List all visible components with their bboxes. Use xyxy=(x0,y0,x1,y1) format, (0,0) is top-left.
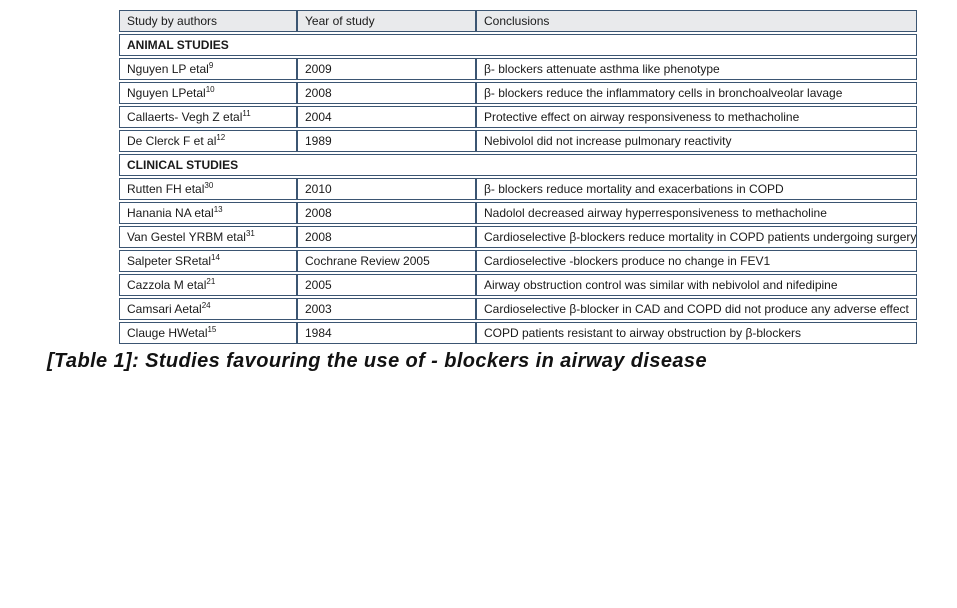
conclusion-cell: β- blockers reduce the inflammatory cell… xyxy=(476,82,917,104)
reference-superscript: 13 xyxy=(213,204,223,214)
table-row: Clauge HWetal15 1984 COPD patients resista… xyxy=(119,322,917,344)
year-cell: 2008 xyxy=(297,82,476,104)
table-row: De Clerck F et al12 1989 Nebivolol did not… xyxy=(119,130,917,152)
table-row: Van Gestel YRBM etal31 2008 Cardioselectiv… xyxy=(119,226,917,248)
author-cell: Camsari Aetal24 xyxy=(119,298,297,320)
conclusion-cell: Cardioselective β-blocker in CAD and COP… xyxy=(476,298,917,320)
author-name: Clauge HWetal xyxy=(127,325,208,340)
reference-superscript: 15 xyxy=(207,324,217,334)
table-row: Camsari Aetal24 2003 Cardioselective β-blo… xyxy=(119,298,917,320)
section-title: CLINICAL STUDIES xyxy=(119,154,917,176)
column-header-conclusions: Conclusions xyxy=(476,10,917,32)
reference-superscript: 11 xyxy=(242,108,251,118)
author-name: Nguyen LP etal xyxy=(127,61,209,76)
table-body: ANIMAL STUDIES Nguyen LP etal9 2009 β- bloc… xyxy=(119,34,917,344)
conclusion-cell: Cardioselective β-blockers reduce mortal… xyxy=(476,226,917,248)
table-caption: [Table 1]: Studies favouring the use of … xyxy=(47,350,707,372)
conclusion-cell: Cardioselective -blockers produce no cha… xyxy=(476,250,917,272)
reference-superscript: 30 xyxy=(204,180,214,190)
reference-superscript: 10 xyxy=(205,84,215,94)
author-cell: De Clerck F et al12 xyxy=(119,130,297,152)
author-cell: Nguyen LP etal9 xyxy=(119,58,297,80)
author-name: De Clerck F et al xyxy=(127,133,217,148)
studies-table: Study by authors Year of study Conclusio… xyxy=(119,8,917,346)
reference-superscript: 24 xyxy=(201,300,211,310)
author-name: Van Gestel YRBM etal xyxy=(127,229,246,244)
year-cell: 2004 xyxy=(297,106,476,128)
year-cell: 2010 xyxy=(297,178,476,200)
author-name: Nguyen LPetal xyxy=(127,85,206,100)
author-cell: Hanania NA etal13 xyxy=(119,202,297,224)
reference-superscript: 14 xyxy=(211,252,220,262)
conclusion-cell: β- blockers reduce mortality and exacerb… xyxy=(476,178,917,200)
year-cell: 2008 xyxy=(297,226,476,248)
author-name: Salpeter SRetal xyxy=(127,253,212,268)
conclusion-cell: Nebivolol did not increase pulmonary rea… xyxy=(476,130,917,152)
conclusion-cell: Protective effect on airway responsivene… xyxy=(476,106,917,128)
section-title: ANIMAL STUDIES xyxy=(119,34,917,56)
year-cell: Cochrane Review 2005 xyxy=(297,250,476,272)
author-name: Callaerts- Vegh Z etal xyxy=(127,109,243,124)
author-cell: Clauge HWetal15 xyxy=(119,322,297,344)
table-row: Cazzola M etal21 2005 Airway obstruction c… xyxy=(119,274,917,296)
author-cell: Rutten FH etal30 xyxy=(119,178,297,200)
table-row: Nguyen LPetal10 2008 β- blockers reduce th… xyxy=(119,82,917,104)
year-cell: 1989 xyxy=(297,130,476,152)
author-cell: Van Gestel YRBM etal31 xyxy=(119,226,297,248)
author-name: Rutten FH etal xyxy=(127,181,205,196)
author-name: Hanania NA etal xyxy=(127,205,214,220)
table-header-row: Study by authors Year of study Conclusio… xyxy=(119,10,917,32)
section-header-row: CLINICAL STUDIES xyxy=(119,154,917,176)
conclusion-cell: Airway obstruction control was similar w… xyxy=(476,274,917,296)
reference-superscript: 31 xyxy=(245,228,255,238)
studies-table-container: Study by authors Year of study Conclusio… xyxy=(119,8,917,346)
conclusion-cell: β- blockers attenuate asthma like phenot… xyxy=(476,58,917,80)
section-header-row: ANIMAL STUDIES xyxy=(119,34,917,56)
table-row: Salpeter SRetal14 Cochrane Review 2005 Car… xyxy=(119,250,917,272)
author-cell: Cazzola M etal21 xyxy=(119,274,297,296)
author-name: Camsari Aetal xyxy=(127,301,202,316)
author-cell: Nguyen LPetal10 xyxy=(119,82,297,104)
column-header-study-by-authors: Study by authors xyxy=(119,10,297,32)
column-header-year-of-study: Year of study xyxy=(297,10,476,32)
reference-superscript: 12 xyxy=(216,132,226,142)
author-cell: Callaerts- Vegh Z etal11 xyxy=(119,106,297,128)
reference-superscript: 9 xyxy=(208,60,214,70)
year-cell: 2008 xyxy=(297,202,476,224)
conclusion-cell: COPD patients resistant to airway obstru… xyxy=(476,322,917,344)
year-cell: 2005 xyxy=(297,274,476,296)
table-row: Nguyen LP etal9 2009 β- blockers attenuate… xyxy=(119,58,917,80)
author-cell: Salpeter SRetal14 xyxy=(119,250,297,272)
table-row: Callaerts- Vegh Z etal11 2004 Protective e… xyxy=(119,106,917,128)
year-cell: 2003 xyxy=(297,298,476,320)
conclusion-cell: Nadolol decreased airway hyperresponsive… xyxy=(476,202,917,224)
reference-superscript: 21 xyxy=(206,276,216,286)
table-row: Hanania NA etal13 2008 Nadolol decreased a… xyxy=(119,202,917,224)
year-cell: 1984 xyxy=(297,322,476,344)
author-name: Cazzola M etal xyxy=(127,277,207,292)
table-row: Rutten FH etal30 2010 β- blockers reduce m… xyxy=(119,178,917,200)
year-cell: 2009 xyxy=(297,58,476,80)
